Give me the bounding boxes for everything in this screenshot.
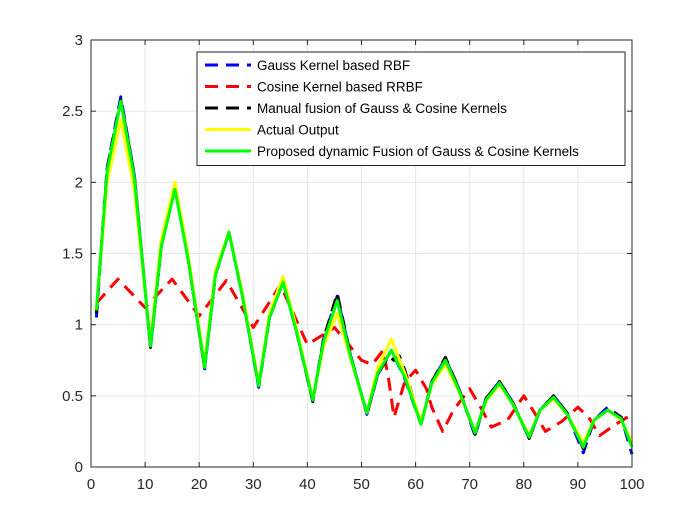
y-tick-label: 2.5 [62, 103, 83, 120]
y-tick-label: 3 [75, 32, 83, 49]
x-tick-label: 90 [570, 476, 587, 493]
x-tick-label: 100 [619, 476, 644, 493]
y-tick-label: 2 [75, 174, 83, 191]
x-tick-label: 50 [353, 476, 370, 493]
x-tick-label: 10 [137, 476, 154, 493]
y-tick-label: 1.5 [62, 246, 83, 263]
axis-ticks: 0 10 20 30 40 50 60 70 80 90 100 0 0.5 1 1.5 2 2.5 3 [62, 32, 644, 493]
legend-label-3: Manual fusion of Gauss & Cosine Kernels [257, 101, 507, 116]
y-tick-label: 1 [75, 317, 83, 334]
legend-label-1: Gauss Kernel based RBF [257, 58, 410, 73]
legend-label-4: Actual Output [257, 123, 339, 138]
series-layer [94, 95, 634, 455]
x-tick-label: 30 [245, 476, 262, 493]
x-tick-label: 70 [461, 476, 478, 493]
x-tick-label: 60 [407, 476, 424, 493]
y-tick-label: 0.5 [62, 388, 83, 405]
x-tick-label: 20 [191, 476, 208, 493]
x-tick-label: 80 [515, 476, 532, 493]
x-tick-label: 0 [87, 476, 95, 493]
legend-label-5: Proposed dynamic Fusion of Gauss & Cosin… [257, 144, 579, 159]
x-tick-label: 40 [299, 476, 316, 493]
legend-label-2: Cosine Kernel based RRBF [257, 80, 423, 95]
y-tick-label: 0 [75, 459, 83, 476]
legend: Gauss Kernel based RBF Cosine Kernel base… [196, 51, 626, 166]
series-line-5 [94, 99, 634, 449]
legend-box [196, 51, 626, 166]
